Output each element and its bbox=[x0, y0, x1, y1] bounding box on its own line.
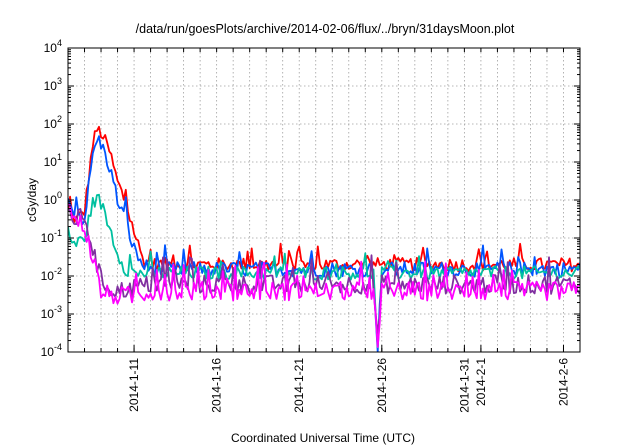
y-tick-label: 10-1 bbox=[41, 228, 62, 245]
x-tick-label: 2014-2-6 bbox=[556, 358, 570, 406]
x-tick-label: 2014-2-1 bbox=[474, 358, 488, 406]
y-axis-label: cGy/day bbox=[25, 178, 39, 222]
y-tick-label: 102 bbox=[44, 114, 62, 131]
series-line-5 bbox=[68, 202, 580, 348]
x-tick-label: 2014-1-16 bbox=[210, 358, 224, 413]
x-axis-label: Coordinated Universal Time (UTC) bbox=[231, 431, 415, 445]
y-tick-label: 10-3 bbox=[41, 304, 62, 321]
y-tick-label: 10-4 bbox=[41, 342, 62, 359]
series-line-4 bbox=[68, 207, 580, 335]
x-tick-label: 2014-1-21 bbox=[292, 358, 306, 413]
x-tick-label: 2014-1-31 bbox=[457, 358, 471, 413]
y-tick-label: 103 bbox=[44, 76, 62, 93]
series-line-2 bbox=[68, 135, 580, 352]
series-line-1 bbox=[68, 125, 580, 273]
chart-title: /data/run/goesPlots/archive/2014-02-06/f… bbox=[136, 22, 515, 36]
y-axis-ticks: 10-4 10-3 10-2 10-1 100 101 102 103 104 bbox=[41, 38, 580, 359]
y-tick-label: 104 bbox=[44, 38, 62, 55]
plot-area bbox=[68, 125, 580, 352]
x-tick-label: 2014-1-11 bbox=[127, 358, 141, 412]
y-tick-label: 10-2 bbox=[41, 266, 62, 283]
y-tick-label: 101 bbox=[44, 152, 62, 169]
x-tick-label: 2014-1-26 bbox=[375, 358, 389, 413]
chart-grid bbox=[68, 48, 580, 352]
y-tick-label: 100 bbox=[44, 190, 62, 207]
x-axis-ticks: 2014-1-11 2014-1-16 2014-1-21 2014-1-26 2014… bbox=[84, 48, 570, 413]
